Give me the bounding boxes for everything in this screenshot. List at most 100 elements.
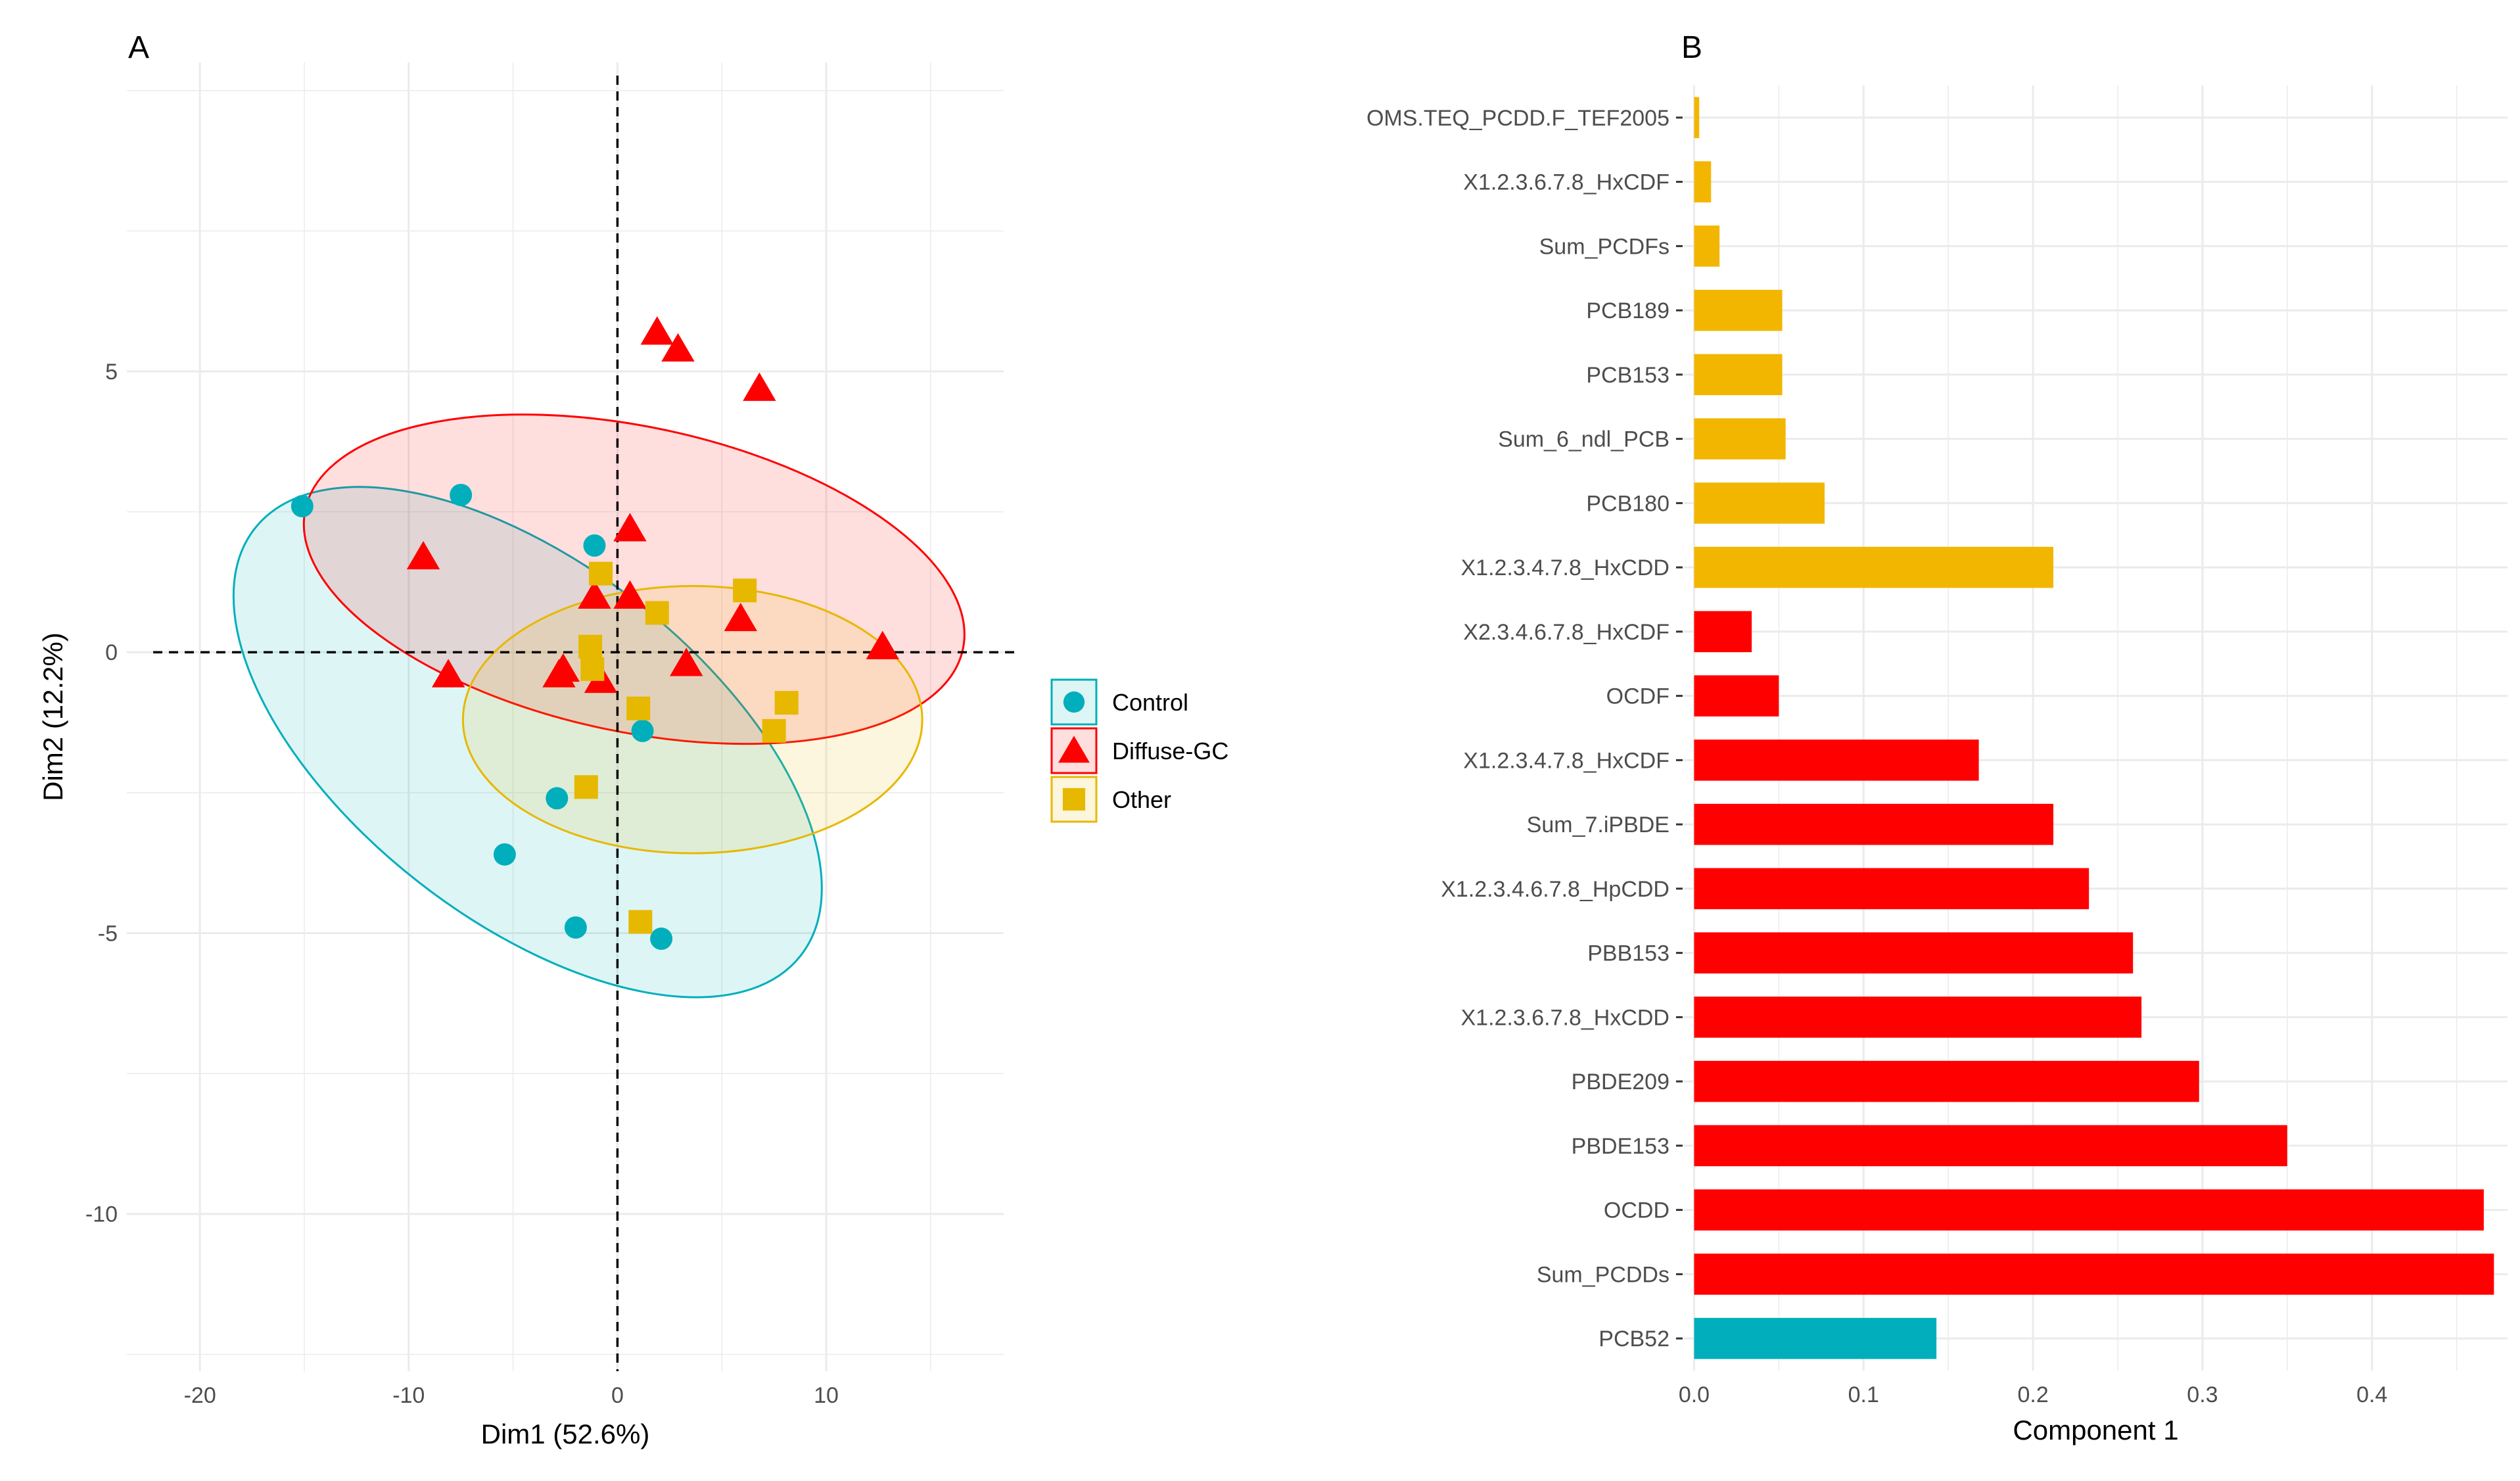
plot-b-gridlines — [1684, 85, 2508, 1371]
point-control — [546, 787, 569, 810]
point-diffuse-gc — [578, 580, 611, 609]
plot-a-points — [291, 316, 899, 951]
point-other — [628, 910, 653, 934]
panel-b-label: B — [1681, 30, 1702, 65]
y-tick-label: -5 — [98, 921, 118, 946]
y-tick-label: 5 — [105, 360, 118, 385]
plot-a-tick-labels: -20 -10 0 10 -10 -5 0 5 — [85, 360, 839, 1408]
bar — [1694, 740, 1979, 781]
x-tick-label: -10 — [392, 1383, 425, 1408]
point-control — [631, 719, 654, 742]
bar — [1694, 354, 1783, 396]
y-tick-label: Sum_PCDFs — [1539, 234, 1669, 259]
y-tick-label: Sum_6_ndl_PCB — [1498, 427, 1669, 452]
legend-item-other: Other — [1050, 776, 1171, 823]
bar — [1694, 997, 2142, 1038]
point-diffuse-gc — [640, 316, 674, 345]
y-tick-label: Sum_7.iPBDE — [1527, 812, 1669, 837]
legend-item-diffuse-gc: Diffuse-GC — [1050, 727, 1228, 774]
y-tick-label: PBDE153 — [1572, 1134, 1669, 1159]
bar — [1694, 418, 1786, 459]
x-tick-label: -20 — [184, 1383, 216, 1408]
bar — [1694, 161, 1712, 202]
x-tick-label: 0 — [611, 1383, 624, 1408]
point-other — [774, 691, 799, 715]
y-tick-label: -10 — [85, 1202, 118, 1227]
bar — [1694, 482, 1825, 524]
point-control — [291, 495, 314, 518]
point-other — [580, 657, 605, 681]
bar — [1694, 868, 2089, 910]
legend-marker — [1063, 691, 1085, 713]
point-other — [645, 601, 669, 625]
point-diffuse-gc — [661, 333, 695, 362]
y-tick-label: OMS.TEQ_PCDD.F_TEF2005 — [1366, 106, 1669, 131]
point-other — [574, 775, 598, 799]
y-tick-label: X1.2.3.4.7.8_HxCDD — [1461, 555, 1670, 580]
bar — [1694, 1317, 1937, 1359]
y-tick-label: PCB180 — [1586, 491, 1669, 516]
x-tick-label: 0.0 — [1679, 1382, 1710, 1407]
point-diffuse-gc — [613, 580, 647, 609]
y-tick-label: Sum_PCDDs — [1537, 1262, 1669, 1287]
y-tick-label: PCB189 — [1586, 298, 1669, 323]
y-tick-label: X1.2.3.4.6.7.8_HpCDD — [1441, 877, 1669, 902]
y-tick-label: PCB52 — [1598, 1327, 1669, 1352]
y-tick-label: X2.3.4.6.7.8_HxCDF — [1463, 620, 1669, 645]
point-diffuse-gc — [724, 602, 757, 632]
point-diffuse-gc — [613, 513, 647, 542]
point-other — [733, 578, 757, 603]
panel-a: A -20 -10 0 10 -10 -5 0 5 Dim1 (52.6%) Dim2 (12… — [37, 30, 1228, 1449]
panel-b: B OMS.TEQ_PCDD.F_TEF2005 X1.2.3.6.7.8_HxC… — [1366, 30, 2508, 1446]
plot-b-bars — [1694, 97, 2494, 1359]
y-tick-label: X1.2.3.6.7.8_HxCDD — [1461, 1005, 1670, 1030]
legend-label: Other — [1112, 786, 1171, 813]
x-tick-label: 10 — [814, 1383, 839, 1408]
plot-a-y-axis-title: Dim2 (12.2%) — [37, 632, 68, 801]
panel-a-label: A — [128, 30, 149, 65]
y-tick-label: 0 — [105, 640, 118, 665]
y-tick-label: OCDF — [1606, 684, 1669, 709]
point-diffuse-gc — [743, 372, 776, 401]
x-tick-label: 0.2 — [2017, 1382, 2048, 1407]
x-tick-label: 0.1 — [1848, 1382, 1879, 1407]
y-tick-label: PBB153 — [1587, 941, 1669, 966]
legend-label: Diffuse-GC — [1112, 738, 1228, 764]
x-tick-label: 0.3 — [2187, 1382, 2218, 1407]
legend-marker — [1058, 736, 1090, 763]
point-other — [578, 634, 603, 659]
bar — [1694, 546, 2054, 588]
bar — [1694, 225, 1720, 267]
point-diffuse-gc — [431, 659, 465, 688]
bar — [1694, 1189, 2484, 1231]
point-other — [626, 696, 651, 720]
y-tick-label: PCB153 — [1586, 363, 1669, 388]
ellipse-other — [461, 584, 923, 855]
point-control — [564, 916, 587, 939]
point-control — [493, 843, 516, 866]
x-tick-label: 0.4 — [2356, 1382, 2387, 1407]
bar — [1694, 1254, 2494, 1295]
legend-marker — [1062, 788, 1086, 811]
bar — [1694, 611, 1752, 653]
bar — [1694, 1125, 2287, 1167]
point-diffuse-gc — [866, 630, 899, 659]
bar — [1694, 803, 2054, 845]
plot-b-x-axis-title: Component 1 — [2013, 1415, 2178, 1446]
bar — [1694, 932, 2134, 974]
point-diffuse-gc — [670, 647, 703, 676]
plot-a-x-axis-title: Dim1 (52.6%) — [481, 1419, 650, 1449]
plot-a-ellipses — [232, 413, 966, 999]
point-diffuse-gc — [406, 540, 440, 570]
point-control — [450, 483, 473, 506]
bar — [1694, 1060, 2199, 1102]
plot-a-legend: Control Diffuse-GC Other — [1050, 678, 1228, 823]
bar — [1694, 97, 1700, 139]
point-other — [762, 718, 786, 743]
y-tick-label: X1.2.3.6.7.8_HxCDF — [1463, 170, 1669, 195]
y-tick-label: PBDE209 — [1572, 1070, 1669, 1094]
legend-label: Control — [1112, 689, 1188, 716]
y-tick-label: OCDD — [1604, 1198, 1669, 1223]
point-other — [588, 561, 613, 586]
